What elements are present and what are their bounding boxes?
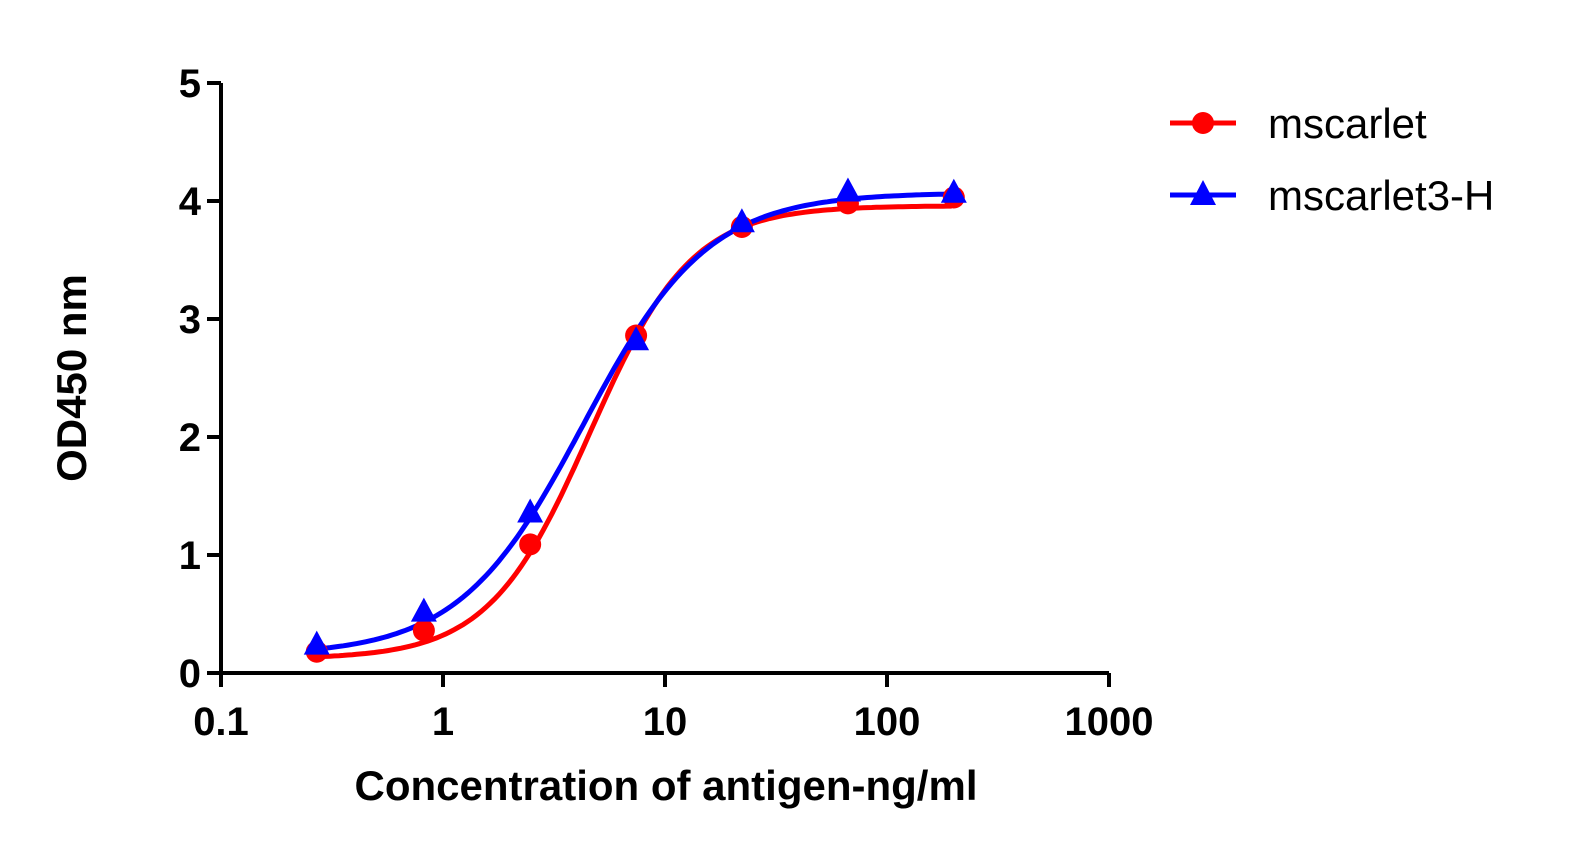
- fit-curve-mscarlet3-h: [316, 191, 952, 652]
- point-mscarlet3-h: [728, 208, 755, 233]
- x-tick-label: 100: [854, 700, 921, 744]
- legend-label-mscarlet: mscarlet: [1268, 100, 1427, 147]
- legend-marker-mscarlet3-h: [1190, 180, 1216, 205]
- point-mscarlet3-h: [517, 498, 544, 523]
- y-tick-label: 5: [179, 62, 201, 106]
- y-tick-label: 0: [179, 652, 201, 696]
- axes: 0.1 1 10 100 1000 0 1 2 3 4 5: [179, 62, 1154, 744]
- fit-curves: [316, 191, 952, 660]
- point-mscarlet3-h: [623, 326, 650, 351]
- point-mscarlet: [412, 619, 435, 642]
- data-points: [303, 177, 967, 663]
- fit-curve-mscarlet: [316, 203, 952, 660]
- point-mscarlet3-h: [303, 630, 330, 655]
- point-mscarlet3-h: [940, 178, 967, 203]
- x-tick-label: 1000: [1065, 700, 1154, 744]
- legend-label-mscarlet3-h: mscarlet3-H: [1268, 172, 1494, 219]
- y-tick-label: 2: [179, 416, 201, 460]
- y-tick-label: 3: [179, 298, 201, 342]
- y-axis-label: OD450 nm: [48, 274, 95, 482]
- point-mscarlet: [519, 533, 542, 556]
- legend-marker-mscarlet: [1192, 112, 1214, 134]
- point-mscarlet3-h: [410, 597, 437, 622]
- point-mscarlet3-h: [834, 177, 861, 202]
- legend: mscarlet mscarlet3-H: [1170, 100, 1494, 219]
- x-tick-label: 1: [432, 700, 454, 744]
- y-tick-label: 4: [179, 180, 202, 224]
- y-tick-label: 1: [179, 534, 201, 578]
- x-tick-label: 10: [643, 700, 688, 744]
- x-axis-label: Concentration of antigen-ng/ml: [355, 762, 978, 809]
- x-tick-label: 0.1: [193, 700, 249, 744]
